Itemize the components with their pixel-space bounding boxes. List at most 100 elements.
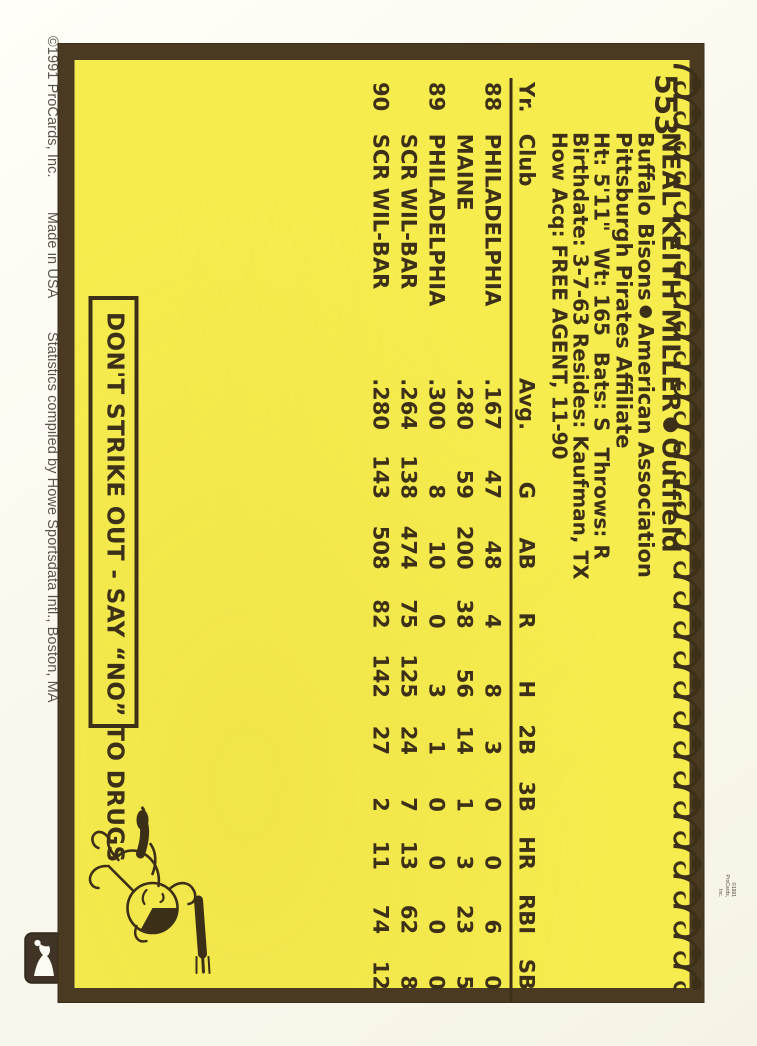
cell-g: 59: [452, 469, 476, 499]
bio-line-team-league: Buffalo Bisons ● American Association: [633, 132, 658, 822]
cell-avg: .264: [396, 378, 420, 431]
cell-sb: 5: [452, 975, 476, 990]
cell-hr: 0: [424, 855, 448, 870]
col-header-yr: Yr.: [510, 78, 539, 124]
cell-h: 125: [396, 654, 420, 699]
bats-value: S: [589, 417, 614, 432]
bio-line-name-position: NEAL KEITH MILLER ● Outfield: [656, 132, 685, 822]
cell-rbi: 0: [424, 919, 448, 935]
cell-g: 143: [368, 455, 392, 499]
cell-r: 75: [396, 599, 420, 629]
cell-rbi: 62: [396, 904, 420, 935]
cartoon-batter-illustration: [78, 804, 214, 980]
cell-yr: [449, 78, 477, 124]
anti-drug-message-box: DON'T STRIKE OUT - SAY “NO” TO DRUGS: [88, 296, 138, 863]
cell-avg: .280: [368, 378, 392, 431]
cell-yr: [393, 78, 421, 124]
col-header-rbi: RBI: [510, 879, 539, 945]
cell-2b: 24: [396, 725, 420, 755]
cell-3b: 2: [368, 797, 392, 812]
cell-club: SCR WIL-BAR: [396, 133, 420, 290]
cell-hr: 13: [396, 840, 420, 870]
cell-2b: 1: [424, 740, 448, 755]
cell-3b: 7: [396, 797, 420, 812]
col-header-g: G: [510, 446, 539, 509]
cell-sb: 0: [480, 975, 504, 990]
player-position: Outfield: [656, 437, 685, 553]
bats-label: Bats:: [589, 351, 614, 411]
col-header-club: Club: [510, 123, 539, 357]
cell-avg: .300: [424, 378, 448, 431]
player-name: NEAL KEITH MILLER: [656, 132, 685, 413]
cell-club: MAINE: [452, 133, 476, 211]
baseball-card-back: 553 NEAL KEITH MILLER●Outfield Buffalo B…: [58, 44, 703, 1002]
cell-club: PHILADELPHIA: [424, 133, 448, 307]
cell-ab: 48: [480, 540, 504, 570]
cell-rbi: 74: [368, 904, 392, 935]
throws-label: Throws:: [589, 447, 614, 538]
cell-club: SCR WIL-BAR: [368, 133, 392, 290]
how-acquired-label: How Acq:: [546, 132, 571, 238]
cell-ab: 10: [424, 540, 448, 570]
resides-label: Resides:: [567, 332, 592, 429]
cell-g: 47: [480, 469, 504, 499]
cell-sb: 12: [368, 960, 392, 990]
cell-3b: 1: [452, 797, 476, 812]
cell-r: 4: [480, 614, 504, 629]
cell-hr: 0: [480, 855, 504, 870]
cell-r: 82: [368, 599, 392, 629]
cell-3b: 0: [424, 797, 448, 812]
height-value: 5'11": [589, 173, 614, 232]
cell-avg: .167: [480, 378, 504, 431]
cell-yr: 89: [424, 82, 448, 112]
col-header-3b: 3B: [510, 764, 539, 822]
table-row: 88 PHILADELPHIA .167 47 48 4 8 3 0 0 6 0: [477, 78, 511, 1002]
card-number: 553: [647, 74, 682, 136]
cell-avg: .280: [452, 378, 476, 431]
print-mark-line-1: ©1991 ProCards, Inc.: [717, 874, 737, 897]
throws-value: R: [589, 544, 614, 560]
team-name: Buffalo Bisons: [633, 132, 658, 301]
cell-ab: 474: [396, 525, 420, 570]
cell-hr: 3: [452, 855, 476, 870]
col-header-sb: SB: [510, 944, 539, 1002]
col-header-r: R: [510, 579, 539, 639]
bio-line-affiliate: Pittsburgh Pirates Affiliate: [610, 132, 635, 822]
cell-h: 56: [452, 668, 476, 699]
table-body: 88 PHILADELPHIA .167 47 48 4 8 3 0 0 6 0: [365, 78, 511, 1002]
cell-3b: 0: [480, 797, 504, 812]
resides-value: Kaufman, TX: [567, 435, 592, 580]
bio-line-measurements: Ht: 5'11" Wt: 165 Bats: S Throws: R: [589, 132, 614, 822]
col-header-h: H: [510, 638, 539, 709]
table-row: SCR WIL-BAR .264 138 474 75 125 24 7 13 …: [393, 78, 421, 1002]
affiliate-text: Pittsburgh Pirates Affiliate: [610, 132, 635, 449]
col-header-2b: 2B: [510, 708, 539, 765]
cell-h: 3: [424, 683, 448, 699]
cell-hr: 11: [368, 840, 392, 870]
cell-2b: 27: [368, 725, 392, 755]
cell-ab: 200: [452, 525, 476, 570]
cell-h: 142: [368, 654, 392, 699]
weight-label: Wt:: [589, 247, 614, 288]
cell-rbi: 6: [480, 919, 504, 935]
height-label: Ht:: [589, 132, 614, 167]
bullet-separator-icon-2: ●: [636, 304, 656, 319]
cell-yr: 88: [480, 82, 504, 112]
league-name: American Association: [633, 322, 658, 578]
anti-drug-message-text: DON'T STRIKE OUT - SAY “NO” TO DRUGS: [101, 312, 127, 863]
cell-2b: 3: [480, 740, 504, 755]
cell-r: 38: [452, 599, 476, 629]
cell-g: 138: [396, 455, 420, 499]
weight-value: 165: [589, 294, 614, 336]
birthdate-value: 3-7-63: [567, 253, 592, 326]
cell-r: 0: [424, 614, 448, 629]
col-header-hr: HR: [510, 821, 539, 880]
how-acquired-value: FREE AGENT, 11-90: [546, 244, 571, 460]
table-row: MAINE .280 59 200 38 56 14 1 3 23 5: [449, 78, 477, 1002]
col-header-ab: AB: [510, 508, 539, 580]
player-bio-block: NEAL KEITH MILLER●Outfield Buffalo Bison…: [546, 132, 685, 822]
table-row: 90 SCR WIL-BAR .280 143 508 82 142 27 2 …: [365, 78, 393, 1002]
cell-yr: 90: [368, 82, 392, 112]
card-rotation-wrapper: 553 NEAL KEITH MILLER●Outfield Buffalo B…: [58, 44, 703, 1002]
cell-sb: 8: [396, 975, 420, 990]
